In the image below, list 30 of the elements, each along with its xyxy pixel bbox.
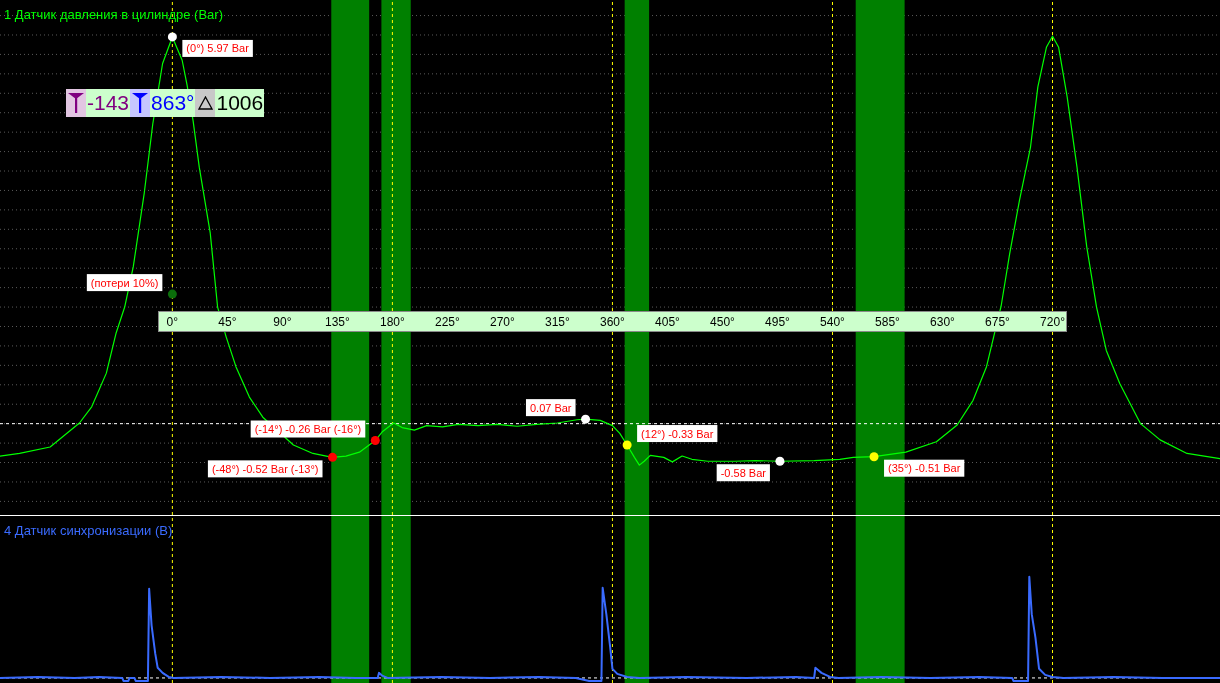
text: 1 Датчик давления в цилиндре (Bar): [4, 7, 224, 22]
data-label: (35°) -0.51 Bar: [888, 462, 961, 475]
x-tick-label: 585°: [875, 314, 901, 329]
data-label: (12°) -0.33 Bar: [641, 427, 714, 440]
chart-title: 4 Датчик синхронизации (В): [4, 523, 173, 538]
data-label: (-48°) -0.52 Bar (-13°): [211, 462, 319, 475]
x-tick-label: 180°: [379, 314, 406, 329]
x-tick-label: 270°: [490, 314, 516, 329]
x-tick-label: 45°: [218, 314, 237, 329]
data-label: -0.58 Bar: [720, 466, 767, 479]
annotation: -143: [86, 89, 131, 117]
x-tick-label: 720°: [1040, 314, 1066, 329]
x-tick-label: 540°: [820, 314, 846, 329]
x-tick-label: 135°: [324, 314, 350, 329]
x-tick-label: 90°: [273, 314, 292, 329]
annotation: 1006: [215, 89, 265, 117]
x-tick-label: 360°: [600, 314, 626, 329]
data-label: (потери 10%): [90, 276, 159, 289]
x-tick-label: 675°: [985, 314, 1011, 329]
x-tick-label: 495°: [765, 314, 791, 329]
x-tick-label: 315°: [545, 314, 571, 329]
data-label: (-14°) -0.26 Bar (-16°): [254, 423, 362, 435]
x-tick-label: 225°: [435, 314, 461, 329]
x-tick-label: 0°: [166, 314, 179, 329]
x-tick-label: 630°: [930, 314, 956, 329]
x-tick-label: 405°: [655, 314, 681, 329]
data-label: (0°) 5.97 Bar: [186, 42, 250, 55]
x-tick-label: 450°: [710, 314, 736, 329]
annotation: 863°: [150, 89, 196, 117]
data-label: 0.07 Bar: [529, 401, 572, 414]
